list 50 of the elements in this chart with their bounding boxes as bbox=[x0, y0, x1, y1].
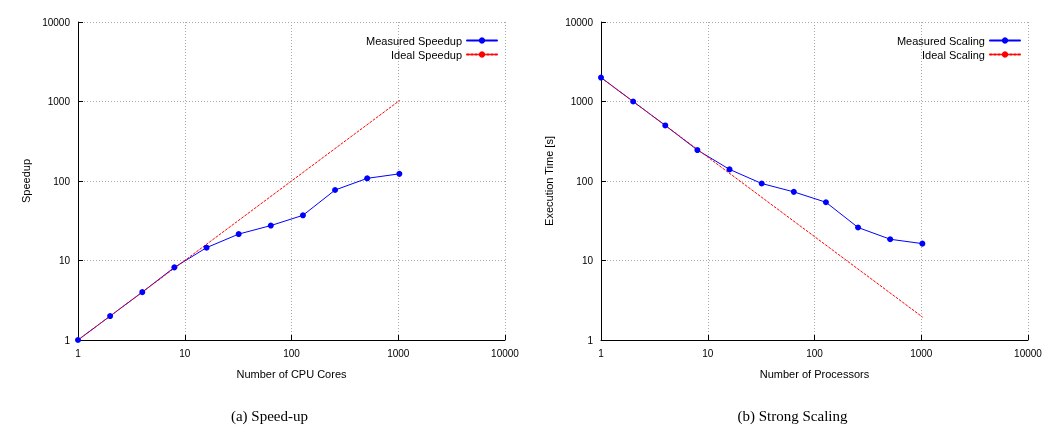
y-tick-label: 1000 bbox=[570, 96, 594, 107]
y-tick-label: 10 bbox=[58, 255, 71, 266]
x-tick-label: 1000 bbox=[910, 347, 933, 359]
legend-label: Measured Scaling bbox=[896, 34, 985, 47]
point bbox=[630, 98, 637, 105]
x-tick-label: 10 bbox=[179, 347, 191, 359]
y-axis-title: Execution Time [s] bbox=[542, 136, 555, 226]
point bbox=[332, 187, 339, 194]
point bbox=[887, 236, 894, 243]
x-tick-label: 1000 bbox=[387, 347, 410, 359]
point bbox=[855, 224, 862, 231]
x-tick-label: 10 bbox=[702, 347, 714, 359]
y-tick-label: 100 bbox=[53, 175, 71, 187]
point bbox=[919, 240, 926, 247]
point bbox=[107, 313, 114, 320]
point bbox=[235, 231, 242, 238]
y-axis-title: Speedup bbox=[19, 158, 32, 204]
point bbox=[758, 180, 765, 187]
x-tick-label: 1 bbox=[75, 347, 82, 359]
y-tick-label: 1 bbox=[587, 334, 594, 346]
x-axis-title: Number of Processors bbox=[759, 367, 870, 380]
y-tick-label: 1000 bbox=[47, 96, 71, 107]
point bbox=[598, 74, 604, 81]
point bbox=[171, 264, 178, 271]
y-tick-label: 1 bbox=[64, 334, 71, 346]
point bbox=[396, 170, 403, 177]
x-tick-label: 100 bbox=[806, 347, 824, 359]
point bbox=[822, 199, 829, 206]
point bbox=[662, 122, 669, 129]
text: (b) Strong Scaling bbox=[737, 407, 848, 425]
point bbox=[299, 212, 306, 219]
point bbox=[694, 147, 701, 154]
legend-label: Ideal Speedup bbox=[391, 48, 462, 61]
x-tick-label: 10000 bbox=[491, 347, 520, 359]
x-tick-label: 1 bbox=[598, 347, 605, 359]
point bbox=[790, 188, 797, 195]
point bbox=[139, 289, 146, 296]
x-tick-label: 100 bbox=[283, 347, 301, 359]
point bbox=[364, 175, 371, 182]
y-tick-label: 10 bbox=[581, 255, 594, 266]
y-tick-label: 100 bbox=[576, 175, 594, 187]
y-tick-label: 10000 bbox=[565, 16, 594, 28]
x-tick-label: 10000 bbox=[1014, 347, 1043, 359]
point bbox=[267, 222, 274, 229]
legend-label: Ideal Scaling bbox=[922, 48, 985, 61]
y-tick-label: 10000 bbox=[42, 16, 71, 28]
text: (a) Speed-up bbox=[230, 407, 309, 425]
x-axis-title: Number of CPU Cores bbox=[236, 367, 348, 380]
point bbox=[726, 166, 733, 173]
legend-label: Measured Speedup bbox=[365, 34, 462, 47]
